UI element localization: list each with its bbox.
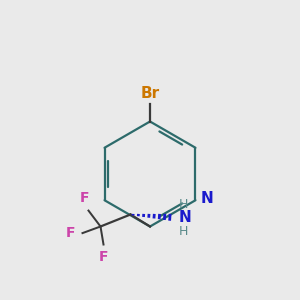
Text: Br: Br [140,85,160,100]
Text: H: H [179,225,188,238]
Text: F: F [66,226,76,240]
Text: F: F [99,250,108,264]
Text: H: H [179,198,188,211]
Text: N: N [201,191,214,206]
Text: N: N [178,210,191,225]
Text: F: F [79,191,89,206]
